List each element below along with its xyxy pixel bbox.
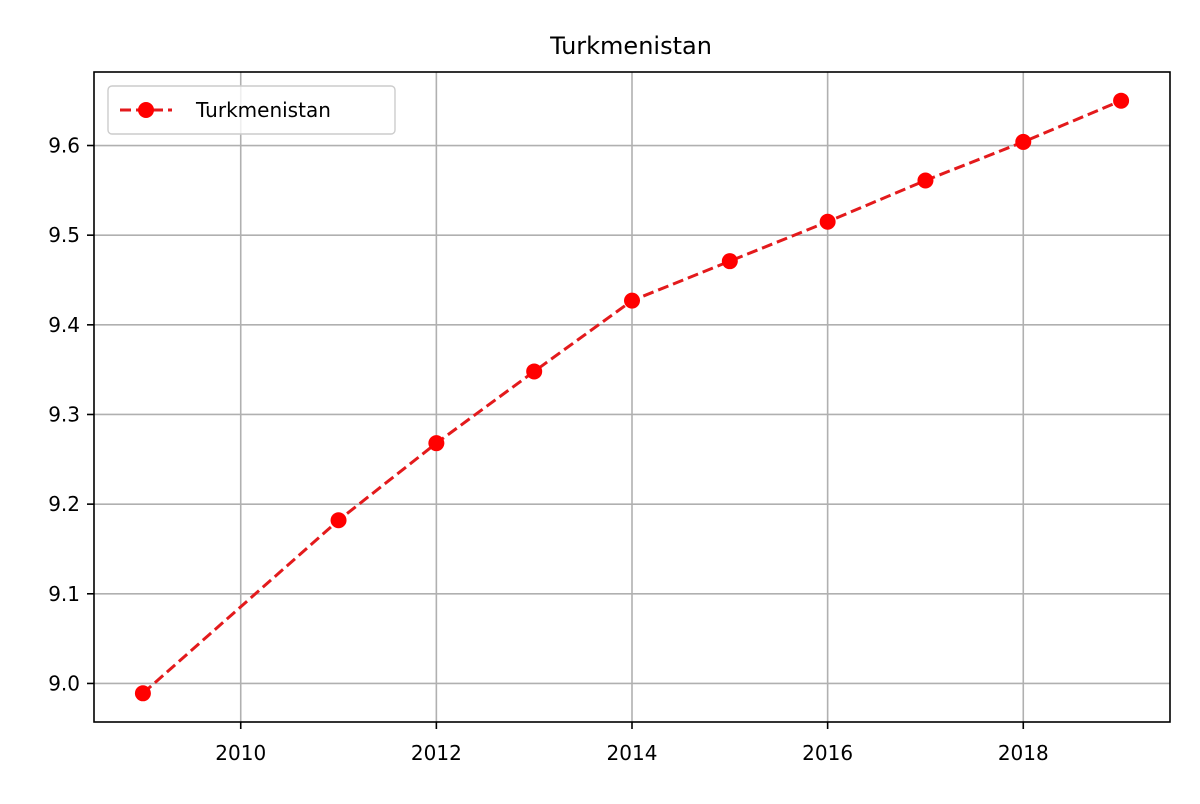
y-tick-label: 9.3 bbox=[48, 402, 80, 426]
data-point bbox=[428, 435, 445, 452]
y-tick-label: 9.1 bbox=[48, 582, 80, 606]
data-point bbox=[1015, 133, 1032, 150]
y-tick-label: 9.6 bbox=[48, 134, 80, 158]
data-point bbox=[819, 213, 836, 230]
y-tick-label: 9.2 bbox=[48, 492, 80, 516]
data-point bbox=[917, 172, 934, 189]
legend-label: Turkmenistan bbox=[195, 98, 331, 122]
axis-ticks: 2010 2012 2014 2016 2018 9.0 9.1 9.2 9.3 9.4 9.5 9.… bbox=[48, 134, 1049, 765]
y-tick-label: 9.5 bbox=[48, 223, 80, 247]
series-layer bbox=[134, 92, 1130, 702]
data-point bbox=[526, 363, 543, 380]
y-tick-label: 9.4 bbox=[48, 313, 80, 337]
legend: Turkmenistan bbox=[107, 85, 396, 135]
series-line bbox=[141, 99, 1122, 695]
data-point bbox=[134, 685, 151, 702]
grid-lines bbox=[94, 72, 1170, 722]
data-point bbox=[1113, 92, 1130, 109]
x-tick-label: 2010 bbox=[215, 741, 266, 765]
data-point bbox=[721, 253, 738, 270]
x-tick-label: 2018 bbox=[998, 741, 1049, 765]
x-tick-label: 2012 bbox=[411, 741, 462, 765]
data-point bbox=[330, 512, 347, 529]
y-tick-label: 9.0 bbox=[48, 671, 80, 695]
legend-box bbox=[107, 85, 396, 135]
x-tick-label: 2016 bbox=[802, 741, 853, 765]
data-point bbox=[624, 292, 640, 309]
legend-marker bbox=[138, 102, 154, 118]
chart-title: Turkmenistan bbox=[549, 32, 712, 60]
x-tick-label: 2014 bbox=[607, 741, 658, 765]
